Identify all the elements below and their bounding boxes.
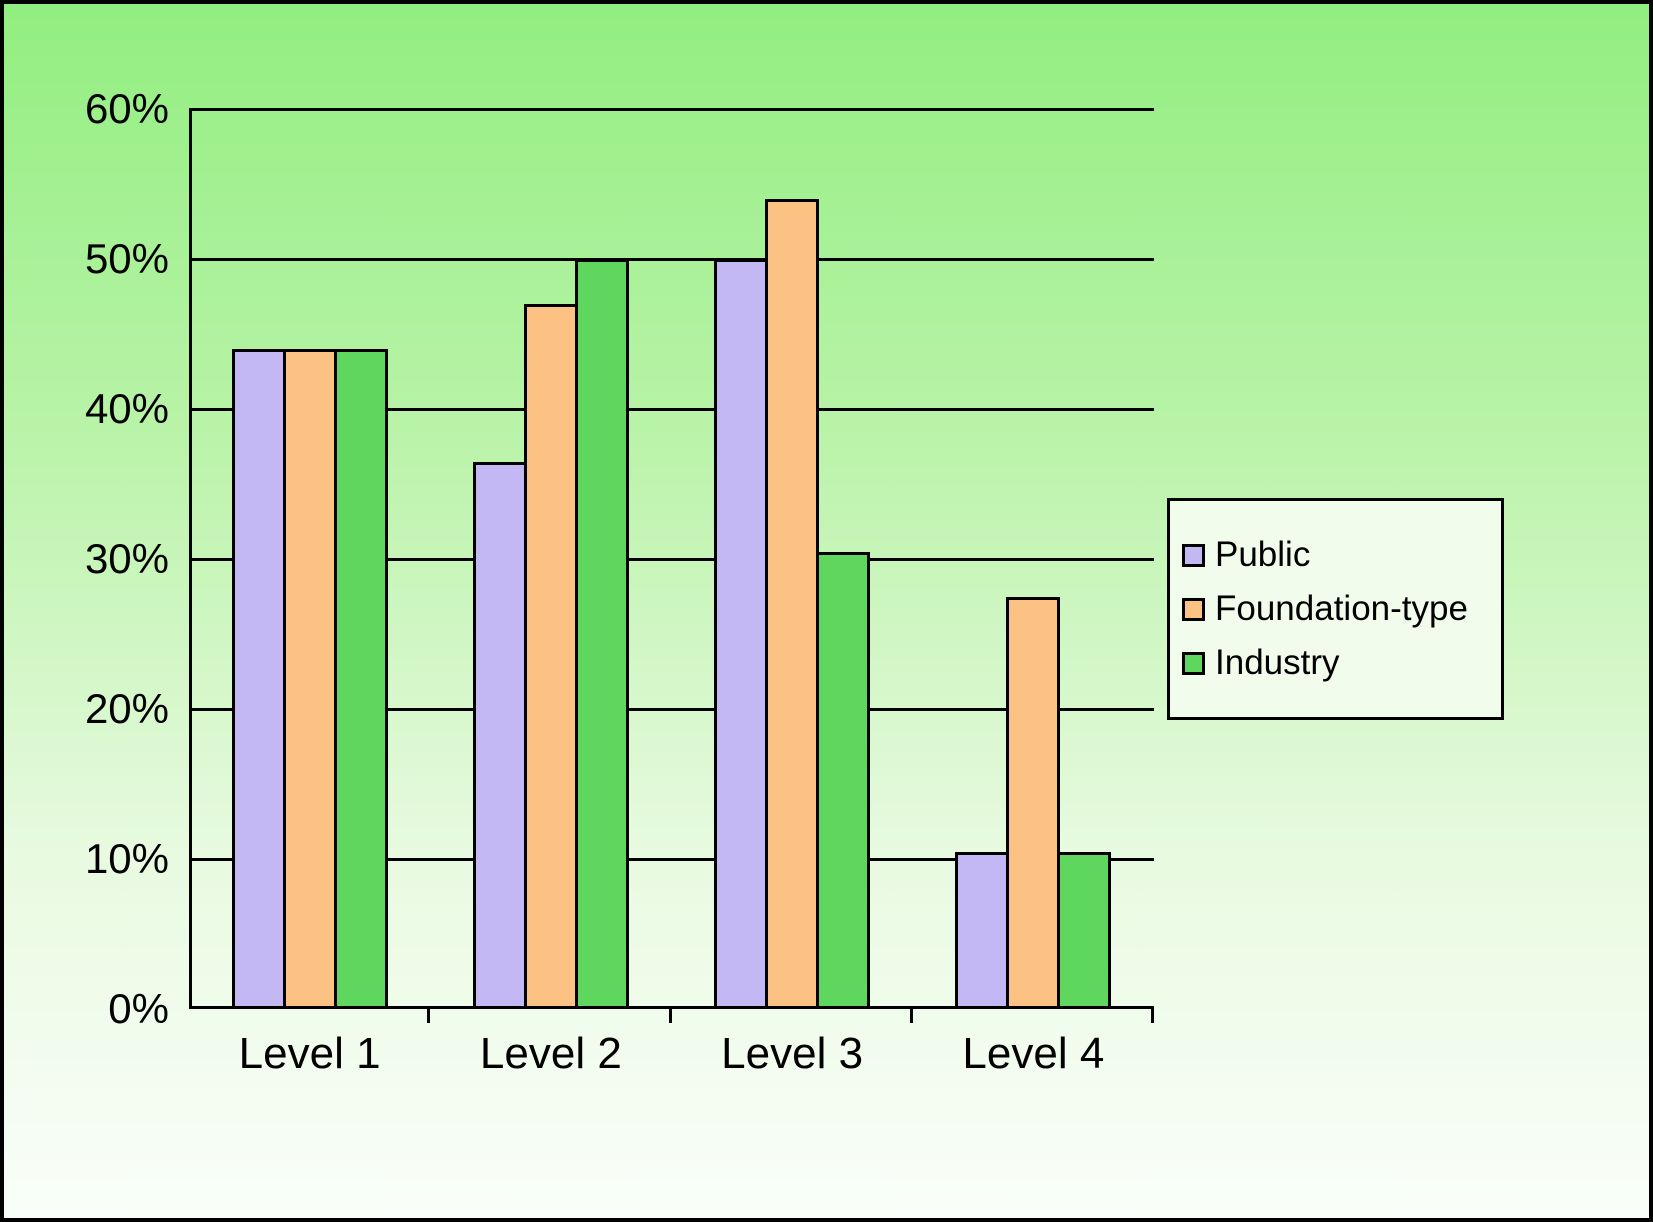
bar-groups — [189, 109, 1154, 1009]
x-category-label: Level 3 — [721, 1029, 864, 1078]
legend: Public Foundation-type Industry — [1167, 498, 1504, 720]
x-category-label: Level 2 — [479, 1029, 622, 1078]
gridline — [189, 708, 1154, 711]
legend-label: Public — [1215, 535, 1311, 574]
y-tick-label: 30% — [84, 535, 169, 582]
legend-swatch-icon — [1182, 597, 1205, 621]
gridline — [189, 858, 1154, 861]
bar-public — [955, 851, 1010, 1009]
x-axis-tick — [1151, 1009, 1154, 1023]
x-category-label: Level 4 — [962, 1029, 1105, 1078]
bar-industry — [1057, 851, 1112, 1009]
bar-foundation-type — [765, 199, 820, 1009]
x-axis-tick — [427, 1009, 431, 1023]
legend-swatch-icon — [1182, 651, 1205, 675]
y-tick-label: 50% — [84, 235, 169, 282]
bar-group-level-4 — [913, 109, 1154, 1009]
legend-item: Industry — [1182, 643, 1491, 683]
bar-group-level-1 — [189, 109, 430, 1009]
x-axis-tick — [668, 1009, 672, 1023]
bar-group-level-2 — [430, 109, 671, 1009]
bar-foundation-type — [1006, 596, 1061, 1009]
bar-foundation-type — [282, 349, 337, 1009]
gridline — [189, 408, 1154, 411]
y-tick-label: 20% — [84, 685, 169, 732]
legend-item: Foundation-type — [1182, 589, 1491, 629]
y-tick-label: 60% — [84, 85, 169, 132]
bar-public — [472, 461, 527, 1009]
y-tick-label: 0% — [108, 985, 169, 1032]
plot-area — [189, 108, 1154, 1023]
bar-group-level-3 — [672, 109, 913, 1009]
bar-foundation-type — [523, 304, 578, 1009]
gridline — [189, 108, 1154, 111]
y-tick-label: 40% — [84, 385, 169, 432]
legend-label: Foundation-type — [1215, 589, 1468, 628]
y-axis-labels: 0% 10% 20% 30% 40% 50% 60% — [34, 85, 169, 1032]
x-axis-line — [189, 1006, 1154, 1009]
legend-swatch-icon — [1182, 543, 1205, 567]
x-category-label: Level 1 — [238, 1029, 381, 1078]
bar-industry — [333, 349, 388, 1009]
legend-label: Industry — [1215, 643, 1340, 682]
gridline — [189, 558, 1154, 561]
bar-public — [714, 259, 769, 1009]
bar-industry — [574, 259, 629, 1009]
legend-item: Public — [1182, 535, 1491, 575]
x-axis-labels: Level 1 Level 2 Level 3 Level 4 — [189, 1029, 1154, 1079]
y-axis-line — [189, 109, 192, 1009]
gridline — [189, 258, 1154, 261]
y-tick-label: 10% — [84, 835, 169, 882]
bar-public — [231, 349, 286, 1009]
bar-industry — [816, 551, 871, 1009]
x-axis-tick — [909, 1009, 913, 1023]
